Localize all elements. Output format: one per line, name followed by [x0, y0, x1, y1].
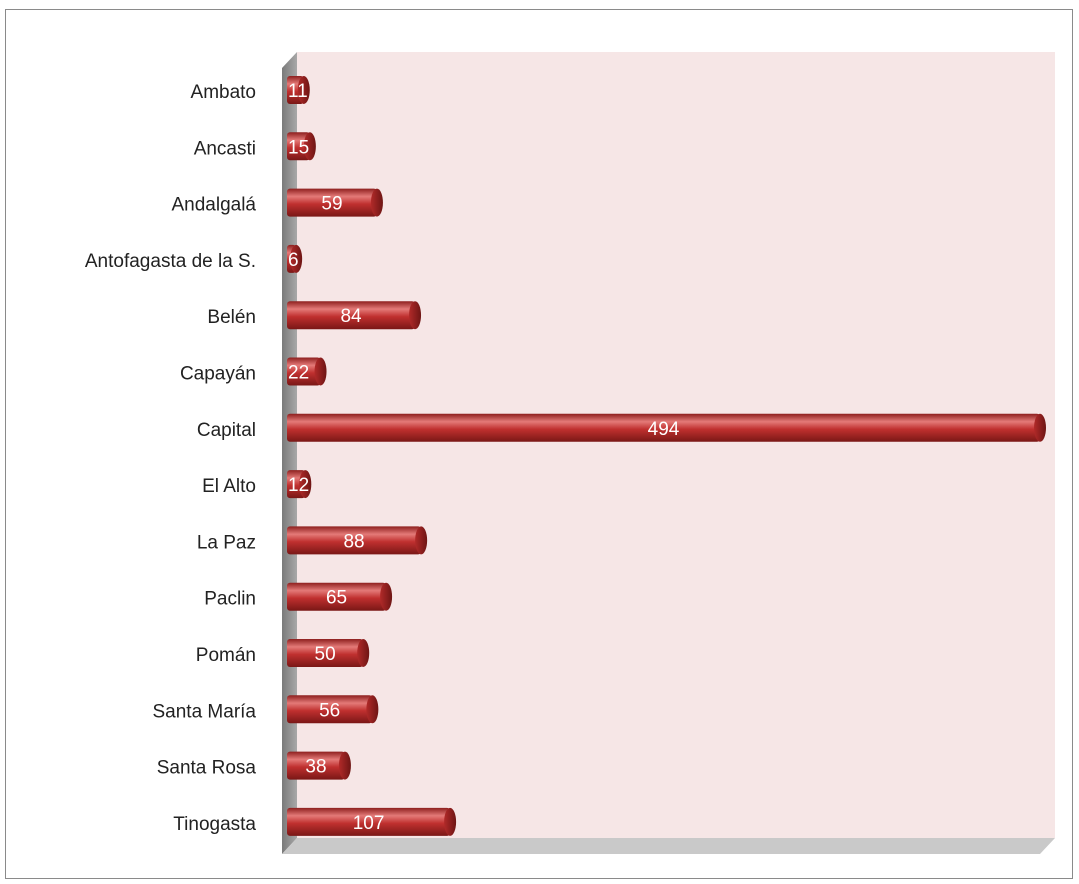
bar [287, 695, 373, 724]
bar-end-cap [314, 357, 327, 386]
bar [287, 357, 321, 386]
category-label: Ambato [191, 82, 256, 103]
value-label: 12 [288, 475, 309, 496]
bars [287, 76, 1046, 836]
bar [287, 751, 345, 780]
category-label: Andalgalá [171, 195, 256, 216]
value-label: 38 [305, 757, 326, 778]
bar [287, 639, 364, 667]
bar-end-cap [1034, 413, 1046, 442]
category-label: Santa María [153, 701, 257, 722]
value-label: 22 [288, 363, 309, 384]
value-label: 6 [288, 250, 299, 271]
value-label: 494 [648, 419, 680, 440]
bar [287, 526, 422, 555]
bar [287, 188, 377, 217]
category-label: Pomán [196, 645, 256, 666]
bar-end-cap [366, 695, 379, 724]
category-label: Ancasti [194, 138, 256, 159]
bar-end-cap [444, 807, 457, 836]
bar-end-cap [299, 470, 312, 499]
value-label: 56 [319, 700, 340, 721]
bar [287, 413, 1040, 442]
bar-end-cap [290, 244, 303, 273]
bar [287, 132, 310, 161]
category-label: Belén [207, 307, 256, 328]
value-label: 11 [288, 81, 308, 102]
plot-floor [282, 838, 1055, 854]
category-label: Santa Rosa [157, 758, 257, 779]
category-label: Capayán [180, 364, 256, 385]
value-label: 50 [315, 644, 336, 665]
value-label: 88 [343, 531, 364, 552]
category-label: El Alto [202, 476, 256, 497]
bar-end-cap [303, 132, 316, 161]
bar-end-cap [409, 301, 422, 330]
bar [287, 301, 416, 330]
category-label: Antofagasta de la S. [85, 251, 256, 272]
category-label: Capital [197, 420, 256, 441]
value-labels: 11 15 59 6 84 22 494 12 88 65 50 56 38 107 [288, 81, 680, 834]
value-label: 59 [321, 194, 342, 215]
value-label: 65 [326, 588, 347, 609]
category-label: La Paz [197, 532, 256, 553]
bar-end-cap [338, 751, 351, 780]
plot-back-wall [297, 52, 1055, 838]
value-label: 84 [340, 306, 362, 327]
bar-end-cap [297, 76, 310, 104]
bar [287, 582, 387, 611]
bar-end-cap [357, 639, 370, 667]
category-label: Tinogasta [173, 814, 256, 835]
category-labels: Ambato Ancasti Andalgalá Antofagasta de la … [85, 82, 257, 835]
value-label: 107 [353, 813, 385, 834]
category-label: Paclin [204, 589, 256, 610]
bar [287, 807, 451, 836]
bar-end-cap [380, 582, 393, 611]
plot-side-wall [282, 52, 297, 854]
bar-end-cap [415, 526, 428, 555]
bar-end-cap [370, 188, 383, 217]
value-label: 15 [288, 137, 309, 158]
